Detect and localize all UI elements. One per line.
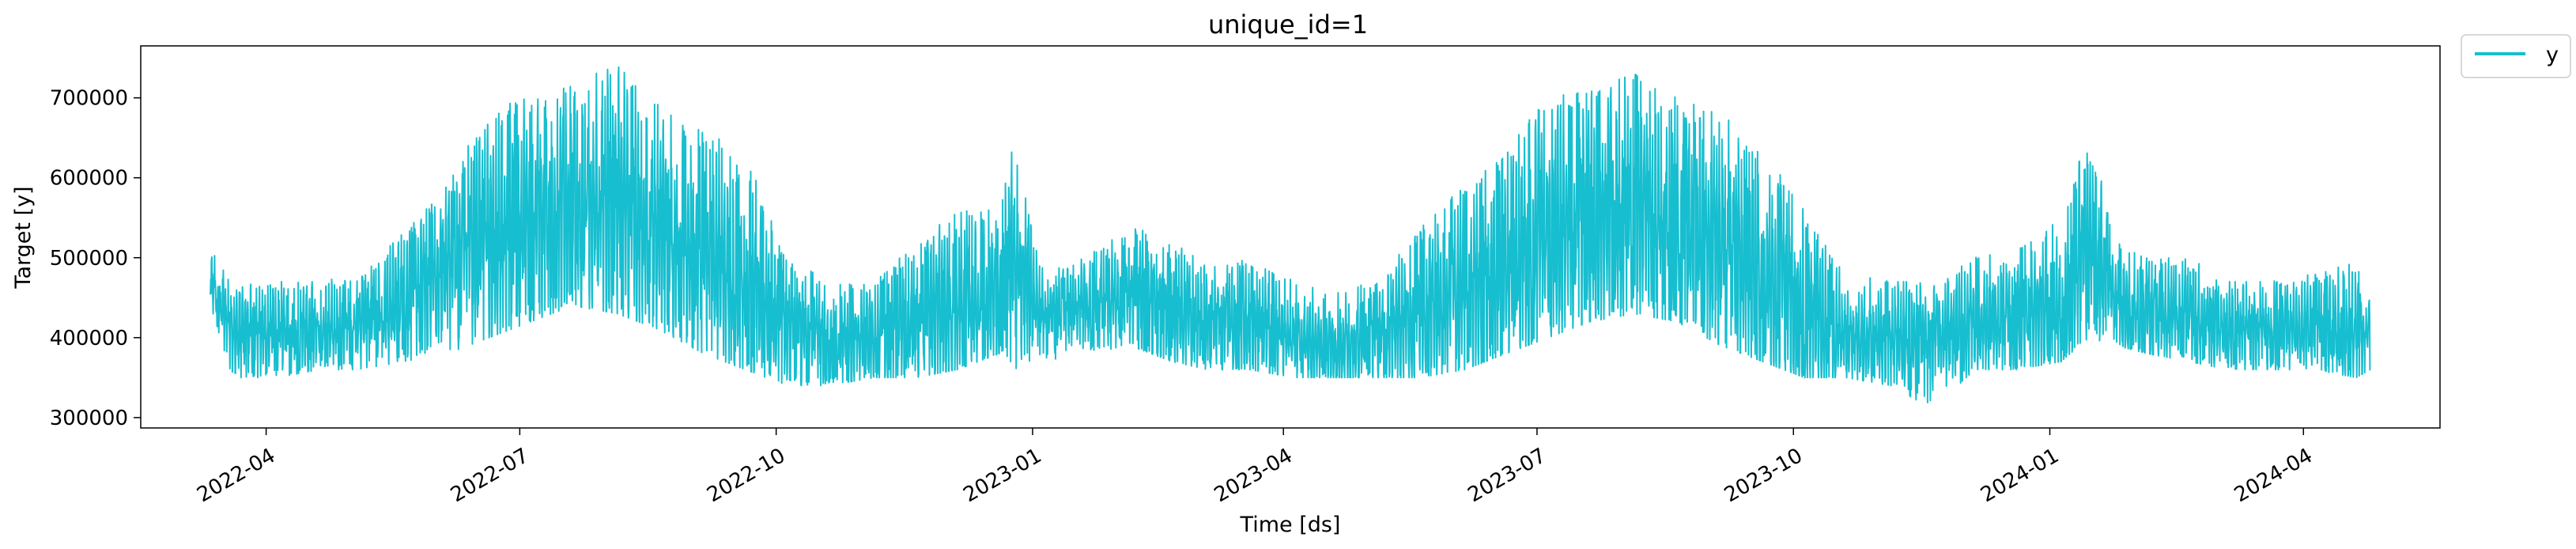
y-tick-label: 300000: [50, 407, 128, 430]
legend-box: [2461, 34, 2571, 78]
chart-title: unique_id=1: [1208, 9, 1368, 40]
x-axis-title: Time [ds]: [1240, 513, 1341, 537]
plot-frame: [140, 45, 2441, 429]
legend-label-y: y: [2546, 43, 2559, 67]
y-tick-label: 400000: [50, 327, 128, 350]
y-axis-title: Target [y]: [11, 186, 36, 289]
series-line-y: [210, 66, 2371, 403]
y-tick-label: 700000: [50, 87, 128, 111]
y-tick-label: 600000: [50, 167, 128, 191]
y-tick-label: 500000: [50, 247, 128, 271]
legend: y: [2461, 34, 2571, 78]
y-axis: 300000 400000 500000 600000 700000: [50, 87, 141, 430]
series-layer: [210, 66, 2371, 403]
